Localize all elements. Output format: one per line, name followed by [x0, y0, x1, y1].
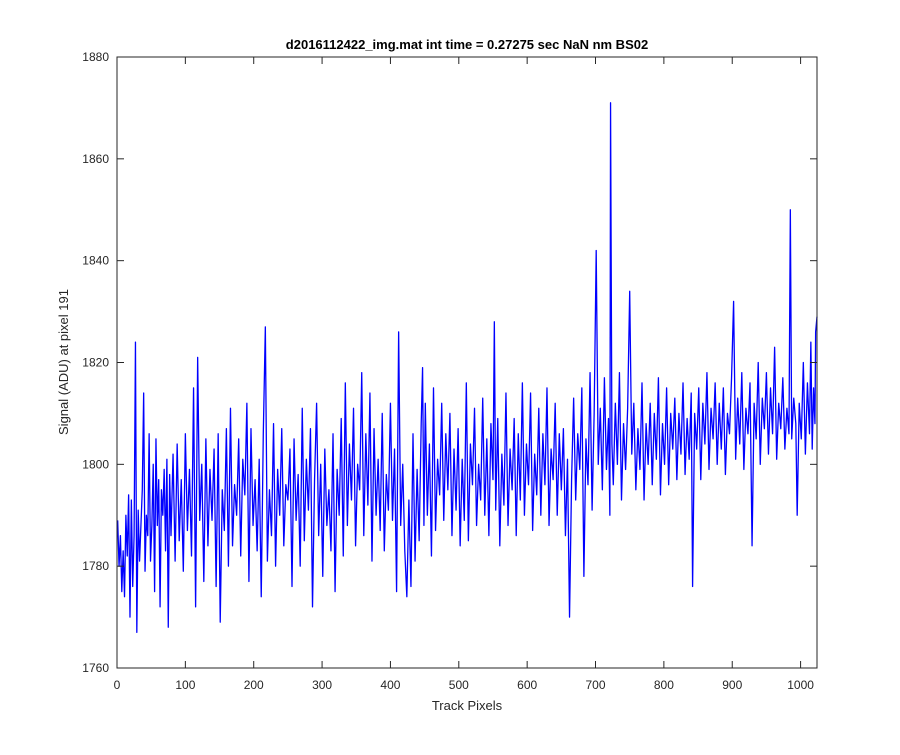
y-tick-label: 1840	[82, 254, 109, 268]
x-ticks: 0 100 200 300 400 500 600 700 800 900 1000	[114, 57, 814, 692]
y-axis-label: Signal (ADU) at pixel 191	[56, 289, 71, 435]
x-tick-label: 0	[114, 678, 121, 692]
series-line-1	[117, 102, 818, 634]
x-tick-label: 800	[654, 678, 674, 692]
y-tick-label: 1860	[82, 152, 109, 166]
x-tick-label: 200	[244, 678, 264, 692]
x-tick-label: 500	[449, 678, 469, 692]
x-tick-label: 100	[175, 678, 195, 692]
x-tick-label: 600	[517, 678, 537, 692]
x-axis-label: Track Pixels	[432, 698, 503, 713]
chart-title: d2016112422_img.mat int time = 0.27275 s…	[286, 37, 648, 52]
x-tick-label: 700	[586, 678, 606, 692]
x-tick-label: 400	[380, 678, 400, 692]
x-tick-label: 1000	[787, 678, 814, 692]
y-tick-label: 1780	[82, 559, 109, 573]
y-tick-label: 1820	[82, 356, 109, 370]
axes-background	[117, 57, 817, 668]
y-tick-label: 1800	[82, 457, 109, 471]
x-tick-label: 300	[312, 678, 332, 692]
y-tick-label: 1880	[82, 50, 109, 64]
y-tick-label: 1760	[82, 661, 109, 675]
y-ticks: 1760 1780 1800 1820 1840 1860 1880	[82, 50, 817, 675]
x-tick-label: 900	[722, 678, 742, 692]
series-layer	[117, 102, 818, 634]
